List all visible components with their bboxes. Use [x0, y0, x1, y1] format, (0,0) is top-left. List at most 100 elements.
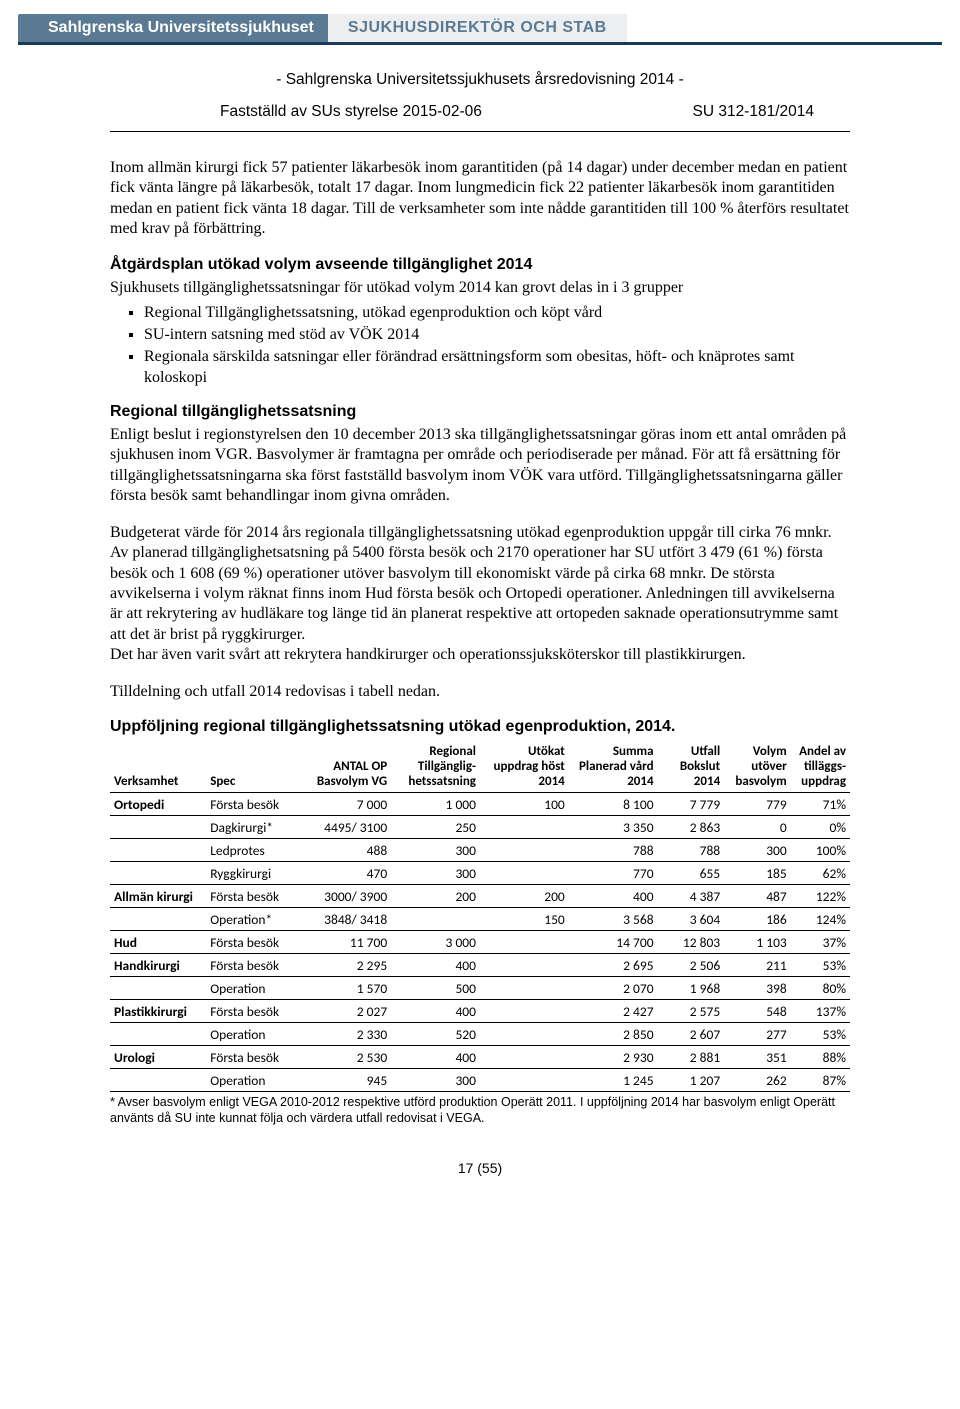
bullet-list: Regional Tillgänglighetssatsning, utökad…	[144, 302, 850, 388]
th-andel: Andel av tilläggs-uppdrag	[791, 742, 850, 792]
th-utokat: Utökat uppdrag höst 2014	[480, 742, 569, 792]
table-cell: 300	[391, 1069, 480, 1092]
table-cell	[110, 1069, 206, 1092]
table-cell: 2 070	[569, 977, 658, 1000]
table-row: Allmän kirurgiFörsta besök3000/ 39002002…	[110, 885, 850, 908]
table-cell: Ortopedi	[110, 793, 206, 816]
table-cell: 53%	[791, 1023, 850, 1046]
th-verksamhet: Verksamhet	[110, 742, 206, 792]
table-cell: 300	[724, 839, 791, 862]
table-cell: 80%	[791, 977, 850, 1000]
table-cell: Ryggkirurgi	[206, 862, 302, 885]
doc-meta-row: Fastställd av SUs styrelse 2015-02-06 SU…	[110, 103, 850, 121]
table-cell: 150	[480, 908, 569, 931]
table-row: Operation9453001 2451 20726287%	[110, 1069, 850, 1092]
table-cell	[110, 977, 206, 1000]
bullet-item: Regionala särskilda satsningar eller för…	[144, 346, 850, 389]
table-cell: 1 000	[391, 793, 480, 816]
header-rule	[110, 131, 850, 132]
table-cell: 3 350	[569, 816, 658, 839]
approved-by: Fastställd av SUs styrelse 2015-02-06	[220, 103, 482, 121]
table-cell: 88%	[791, 1046, 850, 1069]
table-cell: 2 330	[302, 1023, 391, 1046]
table-cell: 2 575	[658, 1000, 725, 1023]
table-cell: 186	[724, 908, 791, 931]
table-cell: 779	[724, 793, 791, 816]
table-cell: Ledprotes	[206, 839, 302, 862]
table-cell	[110, 862, 206, 885]
table-cell: 2 930	[569, 1046, 658, 1069]
table-cell: 250	[391, 816, 480, 839]
table-cell: 655	[658, 862, 725, 885]
table-cell: 300	[391, 839, 480, 862]
table-cell: 277	[724, 1023, 791, 1046]
table-cell: 122%	[791, 885, 850, 908]
table-cell: 3848/ 3418	[302, 908, 391, 931]
table-row: Ryggkirurgi47030077065518562%	[110, 862, 850, 885]
table-cell: 400	[569, 885, 658, 908]
table-cell: Första besök	[206, 885, 302, 908]
table-cell	[480, 977, 569, 1000]
table-cell: 1 570	[302, 977, 391, 1000]
paragraph-1: Inom allmän kirurgi fick 57 patienter lä…	[110, 158, 850, 240]
table-cell: 11 700	[302, 931, 391, 954]
table-cell	[480, 1069, 569, 1092]
bullet-item: SU-intern satsning med stöd av VÖK 2014	[144, 324, 850, 346]
table-row: PlastikkirurgiFörsta besök2 0274002 4272…	[110, 1000, 850, 1023]
table-cell: 137%	[791, 1000, 850, 1023]
th-volym: Volym utöver basvolym	[724, 742, 791, 792]
th-spec: Spec	[206, 742, 302, 792]
table-cell: 945	[302, 1069, 391, 1092]
paragraph-4: Budgeterat värde för 2014 års regionala …	[110, 523, 850, 646]
table-cell: Första besök	[206, 954, 302, 977]
bullet-item: Regional Tillgänglighetssatsning, utökad…	[144, 302, 850, 324]
table-cell: 2 863	[658, 816, 725, 839]
doc-title: - Sahlgrenska Universitetssjukhusets års…	[110, 71, 850, 89]
table-cell: Allmän kirurgi	[110, 885, 206, 908]
table-cell: Hud	[110, 931, 206, 954]
table-cell	[110, 908, 206, 931]
table-cell: 7 000	[302, 793, 391, 816]
data-table: Verksamhet Spec ANTAL OP Basvolym VG Reg…	[110, 742, 850, 1092]
table-cell: 2 506	[658, 954, 725, 977]
table-cell: Urologi	[110, 1046, 206, 1069]
table-cell: 548	[724, 1000, 791, 1023]
table-cell: 62%	[791, 862, 850, 885]
table-cell: Första besök	[206, 793, 302, 816]
table-cell: Plastikkirurgi	[110, 1000, 206, 1023]
table-cell: 200	[480, 885, 569, 908]
paragraph-3: Enligt beslut i regionstyrelsen den 10 d…	[110, 425, 850, 507]
table-cell: Operation	[206, 1023, 302, 1046]
table-cell: 2 695	[569, 954, 658, 977]
th-summa: Summa Planerad vård 2014	[569, 742, 658, 792]
table-cell: 3 604	[658, 908, 725, 931]
org-name: Sahlgrenska Universitetssjukhuset	[18, 14, 328, 45]
table-cell	[480, 1000, 569, 1023]
table-cell: 2 027	[302, 1000, 391, 1023]
table-cell: 2 607	[658, 1023, 725, 1046]
table-cell: Dagkirurgi*	[206, 816, 302, 839]
th-utfall: Utfall Bokslut 2014	[658, 742, 725, 792]
table-cell: 124%	[791, 908, 850, 931]
table-row: Ledprotes488300788788300100%	[110, 839, 850, 862]
table-cell: 4495/ 3100	[302, 816, 391, 839]
table-cell: 520	[391, 1023, 480, 1046]
table-cell	[480, 954, 569, 977]
top-banner: Sahlgrenska Universitetssjukhuset SJUKHU…	[18, 14, 942, 45]
table-cell	[110, 1023, 206, 1046]
table-cell: 0	[724, 816, 791, 839]
table-cell	[391, 908, 480, 931]
table-cell: 100%	[791, 839, 850, 862]
table-cell: 400	[391, 1046, 480, 1069]
heading-regional: Regional tillgänglighetssatsning	[110, 403, 850, 421]
table-cell	[480, 816, 569, 839]
table-row: Dagkirurgi*4495/ 31002503 3502 86300%	[110, 816, 850, 839]
table-cell: 2 295	[302, 954, 391, 977]
table-cell: 87%	[791, 1069, 850, 1092]
table-cell: 1 103	[724, 931, 791, 954]
table-cell: Första besök	[206, 1000, 302, 1023]
table-cell: 788	[569, 839, 658, 862]
paragraph-6: Tilldelning och utfall 2014 redovisas i …	[110, 682, 850, 702]
table-cell: 71%	[791, 793, 850, 816]
table-cell: 300	[391, 862, 480, 885]
